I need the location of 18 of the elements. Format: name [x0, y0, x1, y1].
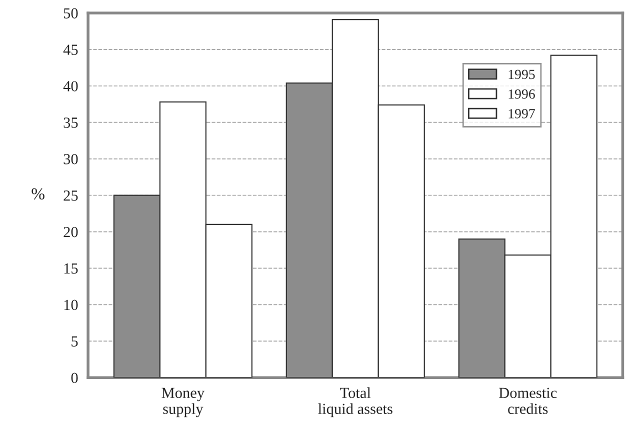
x-tick-label: Total liquid assets: [318, 387, 392, 418]
legend-label: 1997: [508, 109, 535, 118]
y-axis-title: %: [32, 188, 44, 200]
x-tick-label: Domestic credits: [499, 388, 557, 414]
legend-label: 1995: [508, 70, 535, 80]
y-tick-label: 5: [72, 336, 78, 347]
x-tick-label: Money supply: [162, 388, 204, 418]
y-tick-label: 35: [64, 118, 78, 128]
y-tick-label: 20: [64, 226, 78, 238]
y-tick-label: 40: [63, 81, 78, 92]
legend-label: 1996: [508, 89, 535, 99]
y-tick-label: 30: [64, 154, 78, 164]
y-tick-label: 0: [71, 372, 78, 384]
y-tick-label: 45: [63, 44, 78, 55]
y-tick-label: 25: [64, 190, 78, 201]
y-tick-label: 50: [64, 8, 78, 18]
y-tick-label: 15: [64, 263, 78, 274]
y-tick-label: 10: [64, 300, 78, 310]
